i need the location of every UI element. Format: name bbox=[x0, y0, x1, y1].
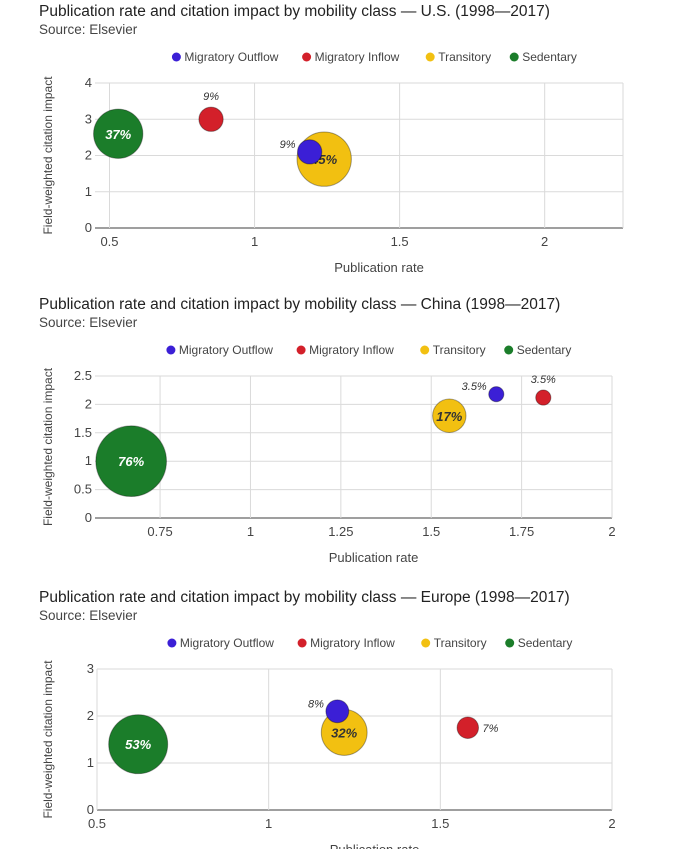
x-axis-label: Publication rate bbox=[330, 842, 420, 849]
x-tick-label: 1.5 bbox=[431, 816, 449, 831]
legend-label: Migratory Outflow bbox=[179, 343, 273, 357]
legend-swatch bbox=[297, 638, 307, 648]
y-axis-label: Field-weighted citation impact bbox=[41, 660, 55, 819]
legend-swatch bbox=[425, 52, 435, 62]
legend-label: Migratory Outflow bbox=[180, 636, 274, 650]
x-tick-label: 1 bbox=[251, 234, 258, 249]
bubble-sedentary bbox=[93, 108, 144, 159]
x-tick-label: 1.25 bbox=[328, 524, 353, 539]
chart-title: Publication rate and citation impact by … bbox=[39, 3, 550, 20]
x-tick-label: 1 bbox=[265, 816, 272, 831]
legend-swatch bbox=[296, 345, 306, 355]
y-tick-label: 0.5 bbox=[74, 482, 92, 497]
legend-label: Sedentary bbox=[518, 636, 573, 650]
x-tick-label: 1.75 bbox=[509, 524, 534, 539]
y-tick-label: 3 bbox=[85, 111, 92, 126]
data-label: 7% bbox=[483, 723, 499, 735]
data-label: 8% bbox=[308, 698, 324, 710]
y-tick-label: 2 bbox=[85, 148, 92, 163]
bubble-migratory-inflow bbox=[535, 389, 552, 406]
legend-label: Transitory bbox=[438, 50, 491, 64]
data-label: 76% bbox=[118, 454, 144, 469]
chart-title: Publication rate and citation impact by … bbox=[39, 296, 561, 313]
chart-source: Source: Elsevier bbox=[39, 22, 138, 37]
legend: Migratory Outflow Migratory Inflow Transit… bbox=[171, 50, 577, 64]
data-label: 9% bbox=[203, 91, 219, 103]
legend-label: Migratory Inflow bbox=[310, 636, 395, 650]
legend-swatch bbox=[509, 52, 519, 62]
bubble-migratory-outflow bbox=[488, 386, 505, 403]
y-tick-label: 0 bbox=[85, 220, 92, 235]
x-tick-label: 2 bbox=[608, 816, 615, 831]
y-axis-label: Field-weighted citation impact bbox=[41, 76, 55, 235]
data-label: 3.5% bbox=[462, 381, 487, 393]
legend-label: Transitory bbox=[434, 636, 487, 650]
bubble-transitory bbox=[432, 398, 467, 433]
y-tick-label: 2.5 bbox=[74, 368, 92, 383]
x-tick-label: 0.75 bbox=[147, 524, 172, 539]
scatter-plot-us: 0 1 2 3 4 0.5 1 1.5 2 Publication rate Field-weigh… bbox=[41, 50, 624, 275]
y-tick-label: 3 bbox=[87, 661, 94, 676]
y-tick-label: 1 bbox=[87, 755, 94, 770]
x-tick-label: 2 bbox=[608, 524, 615, 539]
scatter-plot-china: 0 0.5 1 1.5 2 2.5 0.75 1 1.25 1.5 1.75 2 Publication… bbox=[41, 343, 616, 565]
data-label: 9% bbox=[280, 139, 296, 151]
y-tick-label: 1.5 bbox=[74, 425, 92, 440]
chart-panel-us: Publication rate and citation impact by … bbox=[0, 0, 699, 285]
legend-swatch bbox=[166, 345, 176, 355]
data-label: 37% bbox=[105, 127, 131, 142]
legend-label: Migratory Inflow bbox=[315, 50, 400, 64]
bubble-migratory-outflow bbox=[325, 699, 350, 724]
legend-swatch bbox=[420, 345, 430, 355]
data-label: 53% bbox=[125, 737, 151, 752]
legend-label: Sedentary bbox=[522, 50, 577, 64]
x-tick-label: 1.5 bbox=[391, 234, 409, 249]
x-tick-label: 2 bbox=[541, 234, 548, 249]
legend-label: Migratory Inflow bbox=[309, 343, 394, 357]
y-tick-label: 2 bbox=[85, 396, 92, 411]
x-axis-label: Publication rate bbox=[329, 550, 419, 565]
bubble-sedentary bbox=[95, 425, 167, 498]
data-label: 32% bbox=[331, 725, 357, 740]
x-tick-label: 1.5 bbox=[422, 524, 440, 539]
y-tick-label: 4 bbox=[85, 75, 92, 90]
x-axis-label: Publication rate bbox=[334, 260, 424, 275]
y-tick-label: 1 bbox=[85, 453, 92, 468]
y-tick-label: 0 bbox=[85, 510, 92, 525]
chart-source: Source: Elsevier bbox=[39, 315, 138, 330]
bubble-sedentary bbox=[108, 714, 169, 775]
chart-title: Publication rate and citation impact by … bbox=[39, 589, 570, 606]
x-tick-label: 0.5 bbox=[100, 234, 118, 249]
legend-label: Transitory bbox=[433, 343, 486, 357]
bubble-migratory-inflow bbox=[456, 716, 480, 739]
y-tick-label: 1 bbox=[85, 184, 92, 199]
data-label: 3.5% bbox=[531, 374, 556, 386]
bubble-migratory-outflow bbox=[297, 139, 323, 165]
legend-swatch bbox=[504, 345, 514, 355]
legend-label: Sedentary bbox=[517, 343, 572, 357]
y-tick-label: 0 bbox=[87, 802, 94, 817]
legend-swatch bbox=[505, 638, 515, 648]
legend: Migratory Outflow Migratory Inflow Transit… bbox=[166, 343, 571, 357]
legend-label: Migratory Outflow bbox=[184, 50, 278, 64]
data-label: 17% bbox=[436, 409, 462, 424]
legend-swatch bbox=[421, 638, 431, 648]
y-axis-label: Field-weighted citation impact bbox=[41, 367, 55, 526]
y-tick-label: 2 bbox=[87, 708, 94, 723]
bubble-migratory-inflow bbox=[198, 106, 224, 132]
legend-swatch bbox=[171, 52, 181, 62]
legend-swatch bbox=[167, 638, 177, 648]
x-tick-label: 1 bbox=[247, 524, 254, 539]
chart-source: Source: Elsevier bbox=[39, 608, 138, 623]
x-tick-label: 0.5 bbox=[88, 816, 106, 831]
legend-swatch bbox=[302, 52, 312, 62]
chart-panel-china: Publication rate and citation impact by … bbox=[39, 296, 616, 565]
legend: Migratory Outflow Migratory Inflow Transit… bbox=[167, 636, 572, 650]
